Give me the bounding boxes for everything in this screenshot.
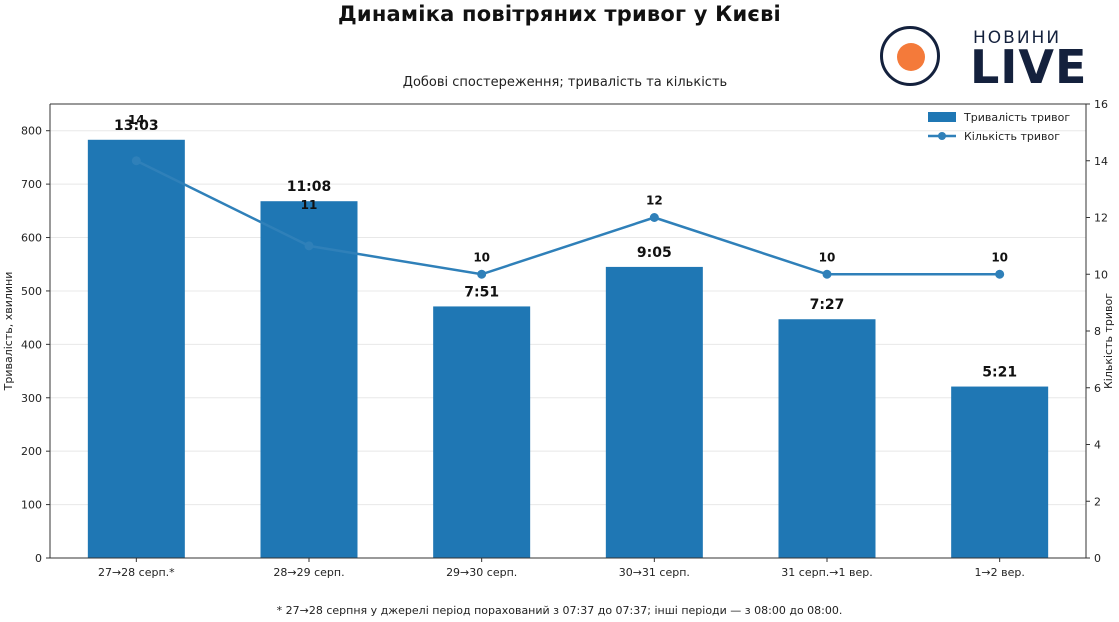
y2-tick-label: 6	[1094, 382, 1101, 395]
y2-tick-label: 16	[1094, 98, 1108, 111]
legend-line-label: Кількість тривог	[964, 130, 1060, 143]
chart-title: Динаміка повітряних тривог у Києві	[338, 2, 781, 26]
line-value-label: 14	[128, 113, 145, 127]
x-tick-label: 1→2 вер.	[974, 566, 1024, 579]
logo-ring-icon	[880, 26, 940, 86]
bar	[605, 266, 703, 558]
y2-tick-label: 12	[1094, 212, 1108, 225]
logo-dot-icon	[897, 43, 925, 71]
bar-value-label: 7:27	[810, 297, 845, 313]
y2-axis-title: Кількість тривог	[1102, 293, 1115, 389]
bar-series	[87, 139, 1049, 558]
axes: 0 100 200 300 400 500 600 700 800 0 2 4 6 8 10 12 14 16 27…	[2, 98, 1115, 579]
y2-tick-label: 4	[1094, 439, 1101, 452]
series-line	[135, 159, 1000, 276]
bar-value-label: 7:51	[464, 284, 499, 300]
line-point	[822, 269, 832, 279]
x-tick-label: 27→28 серп.*	[98, 566, 175, 579]
line-value-label: 11	[301, 198, 318, 212]
y2-tick-label: 14	[1094, 155, 1108, 168]
y-tick-label: 800	[21, 125, 42, 138]
line-point	[649, 213, 659, 222]
line-value-label: 10	[819, 250, 836, 264]
bar-value-label: 13:03	[114, 118, 159, 134]
y-axis-title: Тривалість, хвилини	[2, 272, 15, 392]
x-tick-label: 31 серп.→1 вер.	[781, 566, 872, 579]
x-tick-label: 28→29 серп.	[273, 566, 344, 579]
y2-tick-label: 8	[1094, 325, 1101, 338]
legend-line-marker	[938, 132, 946, 140]
bar	[951, 386, 1049, 558]
line-point	[995, 269, 1005, 279]
data-labels: 13:03 11:08 7:51 9:05 7:27 5:21 14 11 10 12 10 10	[114, 113, 1017, 381]
line-point	[131, 156, 141, 166]
bar	[260, 201, 358, 558]
y-tick-label: 0	[35, 552, 42, 565]
combo-chart: 13:03 11:08 7:51 9:05 7:27 5:21 14 11 10 12 10 10 0…	[2, 98, 1115, 579]
bar	[87, 139, 185, 558]
line-point	[304, 241, 314, 251]
line-value-label: 10	[991, 250, 1008, 264]
line-value-label: 12	[646, 194, 663, 208]
y-tick-label: 100	[21, 499, 42, 512]
legend-bar-label: Тривалість тривог	[963, 111, 1070, 124]
y-tick-label: 600	[21, 232, 42, 245]
bar	[433, 306, 531, 558]
logo-main-text: LIVE	[970, 40, 1088, 94]
x-tick-label: 30→31 серп.	[619, 566, 690, 579]
logo-top-text: НОВИНИ	[973, 28, 1062, 48]
line-point	[477, 269, 487, 279]
x-tick-label: 29→30 серп.	[446, 566, 517, 579]
y-tick-label: 700	[21, 178, 42, 191]
y-tick-label: 400	[21, 338, 42, 351]
y2-tick-label: 2	[1094, 495, 1101, 508]
bar-value-label: 5:21	[982, 365, 1017, 381]
bar	[778, 319, 876, 558]
bar-value-label: 11:08	[287, 179, 332, 195]
line-series	[131, 156, 1005, 279]
y2-tick-label: 10	[1094, 268, 1108, 281]
y-tick-label: 300	[21, 392, 42, 405]
chart-subtitle: Добові спостереження; тривалість та кіль…	[402, 75, 728, 90]
line-value-label: 10	[473, 250, 490, 264]
chart-legend: Тривалість тривог Кількість тривог	[928, 111, 1070, 143]
y2-tick-label: 0	[1094, 552, 1101, 565]
chart-footnote: * 27→28 серпня у джерелі період порахова…	[276, 604, 843, 617]
y-tick-label: 200	[21, 445, 42, 458]
legend-bar-swatch	[928, 112, 956, 122]
y-tick-label: 500	[21, 285, 42, 298]
novyny-live-logo: НОВИНИ LIVE	[878, 24, 1108, 100]
bar-value-label: 9:05	[637, 245, 672, 261]
